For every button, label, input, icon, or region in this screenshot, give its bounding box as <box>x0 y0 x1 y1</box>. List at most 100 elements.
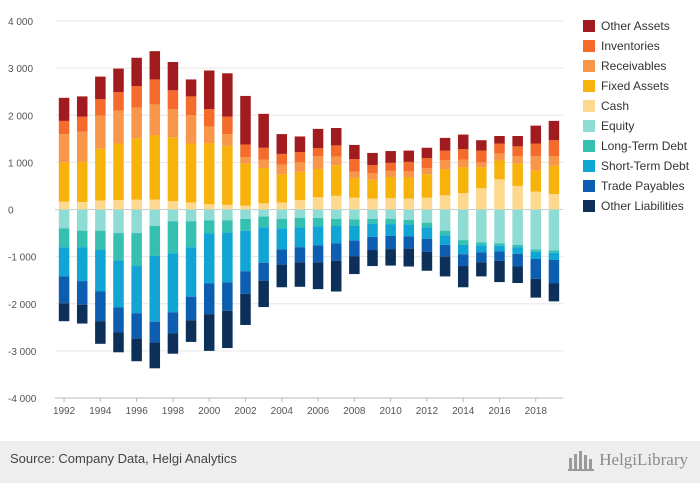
bar-segment <box>385 249 396 266</box>
bar-segment <box>421 238 433 252</box>
bar-segment <box>530 251 542 259</box>
x-tick-label: 1998 <box>162 406 185 417</box>
bar-segment <box>95 148 106 201</box>
bar-segment <box>203 209 215 221</box>
bar-segment <box>294 136 306 153</box>
legend-item: Fixed Assets <box>583 76 700 96</box>
bar-segment <box>494 243 505 246</box>
bar-segment <box>457 254 469 267</box>
bar-segment <box>512 156 523 164</box>
bar-segment <box>476 209 487 243</box>
bar-segment <box>294 217 306 228</box>
y-tick-label: -3 000 <box>8 347 37 358</box>
bar-segment <box>240 205 251 210</box>
bar-segment <box>222 145 233 205</box>
bar-segment <box>167 201 179 210</box>
legend-item: Long-Term Debt <box>583 136 700 156</box>
bar-segment <box>367 173 378 180</box>
bar-segment <box>276 228 288 250</box>
bar-segment <box>240 230 251 272</box>
bar-segment <box>76 201 88 210</box>
bar-segment <box>367 209 378 219</box>
bar-segment <box>149 225 161 256</box>
x-axis-ticks: 1992 1994 1996 1998 2000 2002 2004 2006 2008 2010… <box>53 398 547 417</box>
bar-segment <box>312 148 324 157</box>
bar-segment <box>385 218 396 225</box>
bar-segment <box>494 260 505 283</box>
legend-label: Long-Term Debt <box>601 139 688 153</box>
bar-segment <box>403 248 415 267</box>
bar-segment <box>385 198 396 210</box>
bar-segment <box>222 209 233 221</box>
y-tick-label: -4 000 <box>8 394 37 405</box>
bar-segment <box>548 283 560 302</box>
bar-segment <box>258 113 269 148</box>
bar-segment <box>403 209 415 220</box>
bar-segment <box>131 57 142 87</box>
legend-swatch <box>583 160 595 172</box>
bar-segment <box>276 174 288 203</box>
bar-segment <box>457 209 469 241</box>
bar-segment <box>294 247 306 263</box>
bar-segment <box>276 249 288 265</box>
legend-swatch <box>583 140 595 152</box>
bar-segment <box>421 174 433 198</box>
brand-logo: HelgiLibrary <box>568 449 688 471</box>
bar-segment <box>131 233 142 267</box>
bar-segment <box>222 116 233 135</box>
bar-segment <box>240 163 251 206</box>
legend-item: Receivables <box>583 56 700 76</box>
bar-segment <box>421 147 433 159</box>
bar-segment <box>167 90 179 110</box>
x-tick-label: 2008 <box>343 406 366 417</box>
bar-segment <box>131 338 142 362</box>
bar-segment <box>439 150 451 161</box>
bar-segment <box>349 171 360 178</box>
bar-segment <box>421 251 433 271</box>
legend-item: Inventories <box>583 36 700 56</box>
bar-segment <box>330 260 342 292</box>
bar-segment <box>203 143 215 205</box>
bar-segment <box>439 235 451 245</box>
bar-segment <box>149 199 161 210</box>
bar-segment <box>95 321 106 344</box>
bar-segment <box>203 109 215 127</box>
bar-segment <box>385 151 396 163</box>
bar-segment <box>312 168 324 198</box>
legend-label: Other Liabilities <box>601 199 684 213</box>
bar-segment <box>95 291 106 322</box>
bar-segment <box>403 150 415 162</box>
bar-segment <box>167 137 179 202</box>
legend-label: Equity <box>601 119 635 133</box>
y-tick-label: 4 000 <box>8 17 33 28</box>
bar-segment <box>439 244 451 257</box>
bar-segment <box>439 209 451 231</box>
brand-name: HelgiLibrary <box>599 450 688 469</box>
bar-segment <box>185 320 197 342</box>
bar-segment <box>240 218 251 231</box>
bar-segment <box>530 209 542 250</box>
bar-segment <box>185 115 197 144</box>
bar-segment <box>476 167 487 189</box>
bar-segment <box>113 68 124 93</box>
bar-segment <box>95 99 106 116</box>
bar-segment <box>167 333 179 354</box>
bar-segment <box>222 310 233 349</box>
bar-segment <box>222 73 233 117</box>
bar-segment <box>58 201 70 210</box>
bar-segment <box>530 170 542 192</box>
bar-segment <box>167 109 179 138</box>
legend-swatch <box>583 120 595 132</box>
x-tick-label: 2000 <box>198 406 221 417</box>
bar-segment <box>131 86 142 108</box>
y-tick-label: 1 000 <box>8 158 33 169</box>
bar-segment <box>457 266 469 288</box>
bar-segment <box>403 198 415 210</box>
bar-segment <box>476 245 487 253</box>
library-icon <box>568 451 595 471</box>
bar-segment <box>312 197 324 210</box>
x-tick-label: 1996 <box>126 406 149 417</box>
bar-segment <box>385 176 396 199</box>
bar-segment <box>312 245 324 263</box>
bar-segment <box>149 79 161 105</box>
